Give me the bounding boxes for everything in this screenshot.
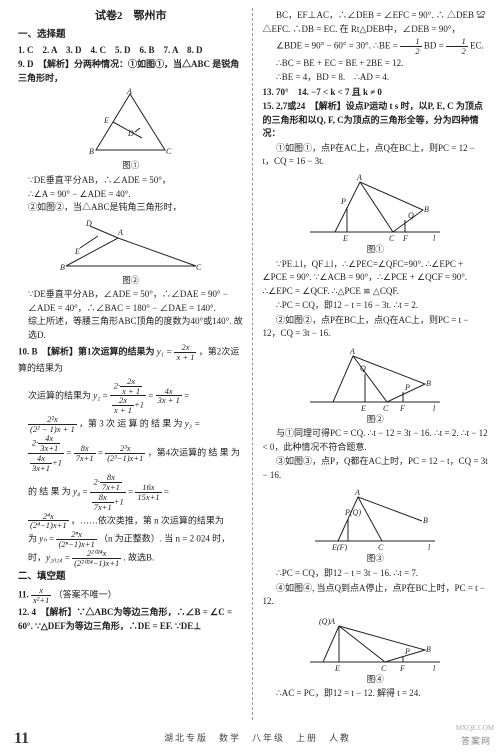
figure-9-2: D E B A C xyxy=(18,218,244,273)
paper-title: 试卷2 鄂州市 xyxy=(18,8,244,25)
svg-text:E: E xyxy=(342,234,348,242)
frac-y1: 2xx + 1 xyxy=(174,343,196,362)
svg-text:C: C xyxy=(196,263,202,272)
svg-text:P(Q): P(Q) xyxy=(344,508,361,517)
r-p7: ②如图②，点P在BC上，点Q在AC上，则PC = t − 12，CQ = 3t … xyxy=(263,314,489,341)
svg-text:F: F xyxy=(399,404,405,412)
svg-text:D: D xyxy=(85,219,92,228)
svg-text:B: B xyxy=(426,645,431,654)
r-p2: ∠BDE = 90° − 60° = 30°. ∴BE = 12 BD = 12… xyxy=(263,37,489,56)
q10-line8: 时，y₂₀₂₄ = 2²⁰²⁴x(2²⁰²⁴−1)x+1 . 故选B. xyxy=(18,549,244,568)
r-p8: 与①同理可得PC = CQ. ∴t − 12 = 3t − 16. ∴t = 2… xyxy=(263,427,489,454)
svg-text:E: E xyxy=(74,247,80,256)
svg-text:(Q)A: (Q)A xyxy=(319,617,335,626)
section-1-head: 一、选择题 xyxy=(18,28,244,42)
q10-line4: 2·4x3x+14x3x+1+1 = 8x7x+1 = 2³x(2³−1)x+1… xyxy=(18,434,244,473)
q9: 9. D 【解析】分两种情况：①如图①，当△ABC 是锐角三角形时， xyxy=(18,58,244,85)
svg-text:P: P xyxy=(404,647,410,656)
r-p9: ③如图③，点P，Q都在AC上时，PC = 12 − t，CQ = 3t − 16… xyxy=(263,455,489,482)
svg-text:B: B xyxy=(423,516,428,525)
q11: 11. xx²+1 （答案不唯一） xyxy=(18,586,244,605)
figure-15-3: A B P(Q) E(F) Cl xyxy=(263,485,489,551)
footer-text: 湖北专版 数学 八年级 上册 人教 xyxy=(29,732,486,746)
footer: 11 湖北专版 数学 八年级 上册 人教 xyxy=(0,727,500,751)
svg-text:P: P xyxy=(340,197,346,206)
r-p4: ∴BE = 4，BD = 8. ∴AD = 4. xyxy=(263,71,489,85)
svg-text:B: B xyxy=(424,205,429,214)
q10-line2: 次运算的结果为 y₂ = 2·2xx + 12xx + 1+1 = 4x3x +… xyxy=(18,377,244,416)
svg-text:A: A xyxy=(126,88,132,96)
q10-line5: 的 结 果 为 y₄ = 2·8x7x+18x7x+1+1 = 16x15x+1… xyxy=(18,473,244,512)
q9-l5: 综上所述，等腰三角形ABC顶角的度数为40°或140°. 故选D. xyxy=(18,315,244,342)
figure-15-1: A B P Q E CF l xyxy=(263,172,489,242)
q9-l2: ∴∠A = 90° − ∠ADE = 40°. xyxy=(18,188,244,202)
svg-text:C: C xyxy=(383,404,389,412)
svg-text:C: C xyxy=(389,234,395,242)
svg-text:l: l xyxy=(428,543,431,551)
svg-text:C: C xyxy=(381,664,387,672)
fig15-2-cap: 图② xyxy=(263,413,489,426)
q10: 10. B 【解析】第1次运算的结果为 y₁ = 2xx + 1 ，第2次运算的… xyxy=(18,343,244,375)
svg-text:l: l xyxy=(433,404,436,412)
q15b: ①如图①，点P在AC上，点Q在BC上，则PC = 12 − t，CQ = 16 … xyxy=(263,142,489,169)
mc-answers: 1. C 2. A 3. D 4. C 5. D 6. B 7. A 8. D xyxy=(18,44,244,58)
right-column: BC，EF⊥AC，∴∠DEB = ∠EFC = 90°. ∴ △DEB ≌ △E… xyxy=(263,8,489,720)
r-p6: ∴PC = CQ，即12 − t = 16 − 3t. ∴t = 2. xyxy=(263,299,489,313)
r-p1: BC，EF⊥AC，∴∠DEB = ∠EFC = 90°. ∴ △DEB ≌ △E… xyxy=(263,9,489,36)
watermark-url: MXQE.COM xyxy=(456,723,494,734)
fig9-2-caption: 图② xyxy=(18,274,244,287)
svg-text:C: C xyxy=(378,543,384,551)
svg-text:E(F): E(F) xyxy=(331,543,347,551)
r-p12: ∴AC = PC，即12 = t − 12. 解得 t = 24. xyxy=(263,687,489,701)
r-p10: ∴PC = CQ，即12 − t = 3t − 16. ∴t = 7. xyxy=(263,567,489,581)
fig9-1-caption: 图① xyxy=(18,159,244,172)
page-number: 11 xyxy=(14,727,29,751)
q9-label: 9. D 【解析】分两种情况：①如图①，当△ABC 是锐角三角形时， xyxy=(18,59,239,83)
svg-text:A: A xyxy=(354,488,360,497)
svg-text:Q: Q xyxy=(360,364,366,373)
q10-line3: 2²x(2² − 1)x + 1 ，第 3 次 运 算 的 结 果 为 y₃ = xyxy=(18,415,244,434)
left-column: 试卷2 鄂州市 一、选择题 1. C 2. A 3. D 4. C 5. D 6… xyxy=(18,8,253,720)
svg-text:F: F xyxy=(399,664,405,672)
q9-l1: ∵DE垂直平分AB，∴∠ADE = 50°， xyxy=(18,174,244,188)
figure-15-2: A B Q P E C F l xyxy=(263,344,489,412)
svg-text:P: P xyxy=(404,383,410,392)
svg-text:E: E xyxy=(103,116,109,125)
figure-15-4: (Q)A B P E C F l xyxy=(263,612,489,672)
q12: 12. 4 【解析】∵△ABC为等边三角形，∴∠B = ∠C = 60°. ∵△… xyxy=(18,606,244,633)
watermark: 答案网 xyxy=(458,734,494,750)
q9-l3: ②如图②，当△ABC是钝角三角形时， xyxy=(18,201,244,215)
q13: 13. 70° 14. −7 < k < 7 且 k ≠ 0 xyxy=(263,86,489,100)
q9-l4: ∵DE垂直平分AB，∠ADE = 50°，∴∠DAE = 90° − ∠ADE … xyxy=(18,288,244,315)
svg-text:E: E xyxy=(360,404,366,412)
svg-text:C: C xyxy=(166,147,172,156)
svg-text:A: A xyxy=(349,347,355,356)
svg-text:A: A xyxy=(356,173,362,182)
q15a: 15. 2,7或24 【解析】设点P运动 t s 时，以P, E, C 为顶点的… xyxy=(263,100,489,141)
q10-head: 10. B 【解析】第1次运算的结果为 xyxy=(18,347,157,357)
svg-text:F: F xyxy=(402,234,408,242)
svg-text:B: B xyxy=(60,263,65,272)
svg-text:l: l xyxy=(433,664,436,672)
svg-text:B: B xyxy=(89,147,94,156)
section-2-head: 二、填空题 xyxy=(18,570,244,584)
q10-line7: 为 yₙ = 2ⁿx(2ⁿ−1)x+1 （n 为正整数）. 当 n = 2 02… xyxy=(18,530,244,549)
r-p5: ∵PE⊥l，QF⊥l，∴∠PEC=∠QFC=90°. ∴∠EPC + ∠PCE … xyxy=(263,258,489,299)
page: 试卷2 鄂州市 一、选择题 1. C 2. A 3. D 4. C 5. D 6… xyxy=(0,0,500,720)
fig15-3-cap: 图③ xyxy=(263,552,489,565)
r-p11: ④如图④, 当点Q到点A停止，点P在BC上时，PC = t − 12. xyxy=(263,582,489,609)
fig15-1-cap: 图① xyxy=(263,243,489,256)
fig15-4-cap: 图④ xyxy=(263,673,489,686)
svg-text:Q: Q xyxy=(408,211,414,220)
svg-text:B: B xyxy=(426,379,431,388)
q10-line6: 2⁴x(2⁴−1)x+1 ，……依次类推，第 n 次运算的结果为 xyxy=(18,512,244,531)
figure-9-1: A B C E D xyxy=(18,88,244,158)
svg-text:D: D xyxy=(127,129,134,138)
svg-text:A: A xyxy=(117,228,123,237)
r-p3: ∴BC = BE + EC = BE + 2BE = 12. xyxy=(263,57,489,71)
svg-text:E: E xyxy=(334,664,340,672)
svg-text:l: l xyxy=(433,234,436,242)
